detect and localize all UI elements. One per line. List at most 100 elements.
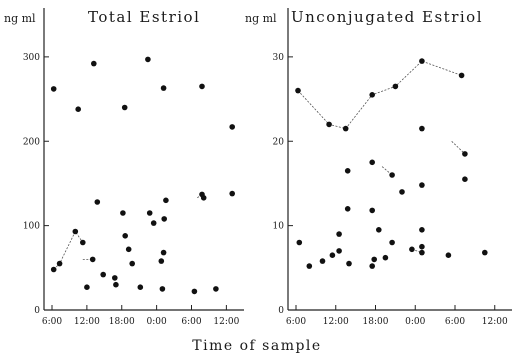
unconjugated-estriol-y-unit: ng ml [245,12,277,25]
total-estriol-data-point [80,239,86,246]
total-estriol-data-point [229,124,235,130]
total-estriol-y-tick-label: 0 [34,306,40,316]
unconjugated-estriol-data-point [389,172,395,178]
unconjugated-estriol-ticks: 0 10 20 30 6:00 12:00 18:00 0:00 6:00 12:00 [273,53,508,327]
unconjugated-estriol-connector-line [297,60,462,130]
total-estriol-data-point [122,233,128,239]
unconjugated-estriol-data-point [336,248,342,254]
unconjugated-estriol-data-point [295,87,301,94]
total-estriol-data-point [158,258,165,264]
total-estriol-data-point [112,275,118,281]
unconjugated-estriol-data-point [371,256,378,263]
unconjugated-estriol-data-point [342,125,349,132]
total-estriol-data-point [91,60,97,67]
unconjugated-estriol-data-point [382,254,389,261]
total-estriol-data-point [72,228,79,235]
unconjugated-estriol-x-tick-label: 18:00 [363,317,389,327]
total-estriol-data-point [150,220,157,226]
total-estriol-x-tick-label: 18:00 [109,317,135,327]
total-estriol-data-point [100,271,106,278]
unconjugated-estriol-y-tick-label: 10 [273,222,285,232]
total-estriol-data-point [213,286,219,292]
unconjugated-estriol-data-point [346,260,352,267]
unconjugated-estriol-data-point [296,239,303,246]
unconjugated-estriol-title: Unconjugated Estriol [291,8,483,26]
total-estriol-y-tick-label: 300 [23,53,40,63]
total-estriol-panel: ng ml Total Estriol 0 100 200 300 6:00 12:00 1… [4,8,244,327]
unconjugated-estriol-data-point [369,92,376,98]
total-estriol-data-point [120,210,126,216]
unconjugated-estriol-data-point [419,125,425,132]
unconjugated-estriol-y-tick-label: 20 [273,137,285,147]
total-estriol-data-point [137,284,144,291]
unconjugated-estriol-data-point [344,206,351,212]
x-axis-label: Time of sample [192,338,321,354]
unconjugated-estriol-data-point [326,121,332,128]
unconjugated-estriol-data-point [392,83,399,90]
total-estriol-data-point [113,281,119,288]
total-estriol-data-point [146,210,153,216]
unconjugated-estriol-data-point [369,263,376,269]
total-estriol-x-tick-label: 6:00 [42,317,62,327]
total-estriol-data-point [145,56,151,63]
total-estriol-x-tick-label: 0:00 [147,317,167,327]
unconjugated-estriol-x-tick-label: 12:00 [482,317,508,327]
unconjugated-estriol-x-tick-label: 6:00 [445,317,465,327]
unconjugated-estriol-panel: ng ml Unconjugated Estriol 0 10 20 30 6:00 12… [245,8,512,327]
total-estriol-data-point [84,284,90,291]
total-estriol-y-tick-label: 100 [23,222,40,232]
unconjugated-estriol-y-tick-label: 0 [278,306,284,316]
unconjugated-estriol-data-point [329,252,336,258]
total-estriol-data-point [191,288,198,295]
total-estriol-data-point [50,86,57,92]
total-estriol-data-point [163,197,169,204]
unconjugated-estriol-x-tick-label: 12:00 [323,317,349,327]
total-estriol-data-point [229,190,235,197]
total-estriol-data-point [94,199,101,205]
unconjugated-estriol-y-tick-label: 30 [273,53,285,63]
unconjugated-estriol-data-point [319,258,326,264]
unconjugated-estriol-data-point [482,249,488,256]
total-estriol-x-tick-label: 6:00 [181,317,201,327]
total-estriol-data-point [161,216,167,222]
unconjugated-estriol-data-point [369,207,376,214]
unconjugated-estriol-connector-line [451,141,466,155]
unconjugated-estriol-data-point [306,263,313,269]
total-estriol-title: Total Estriol [88,8,200,26]
unconjugated-estriol-data-point [419,249,425,256]
unconjugated-estriol-points [295,58,488,269]
unconjugated-estriol-x-tick-label: 0:00 [405,317,425,327]
unconjugated-estriol-data-point [344,168,351,174]
total-estriol-x-tick-label: 12:00 [74,317,100,327]
total-estriol-y-tick-label: 200 [23,137,40,147]
unconjugated-estriol-data-point [419,58,425,64]
unconjugated-estriol-data-point [389,239,395,246]
total-estriol-data-point [125,246,132,253]
unconjugated-estriol-data-point [445,252,452,258]
total-estriol-data-point [75,106,81,112]
total-estriol-x-tick-label: 12:00 [213,317,239,327]
total-estriol-ticks: 0 100 200 300 6:00 12:00 18:00 0:00 6:00 12:00 [23,53,240,327]
unconjugated-estriol-data-point [409,246,415,253]
total-estriol-data-point [50,266,57,273]
total-estriol-points [50,56,235,295]
unconjugated-estriol-data-point [462,176,468,182]
unconjugated-estriol-data-point [419,227,425,233]
total-estriol-data-point [160,85,167,91]
total-estriol-data-point [56,260,63,267]
total-estriol-data-point [160,249,167,256]
total-estriol-data-point [121,104,128,111]
total-estriol-connector-line [53,230,84,270]
unconjugated-estriol-data-point [376,227,382,233]
total-estriol-data-point [159,286,166,292]
unconjugated-estriol-data-point [419,182,425,188]
total-estriol-data-point [199,83,205,90]
unconjugated-estriol-data-point [458,72,465,79]
total-estriol-y-unit: ng ml [4,12,36,25]
unconjugated-estriol-data-point [462,151,468,157]
unconjugated-estriol-data-point [419,243,425,250]
unconjugated-estriol-data-point [369,159,376,166]
unconjugated-estriol-data-point [399,189,405,195]
unconjugated-estriol-data-point [336,231,342,237]
